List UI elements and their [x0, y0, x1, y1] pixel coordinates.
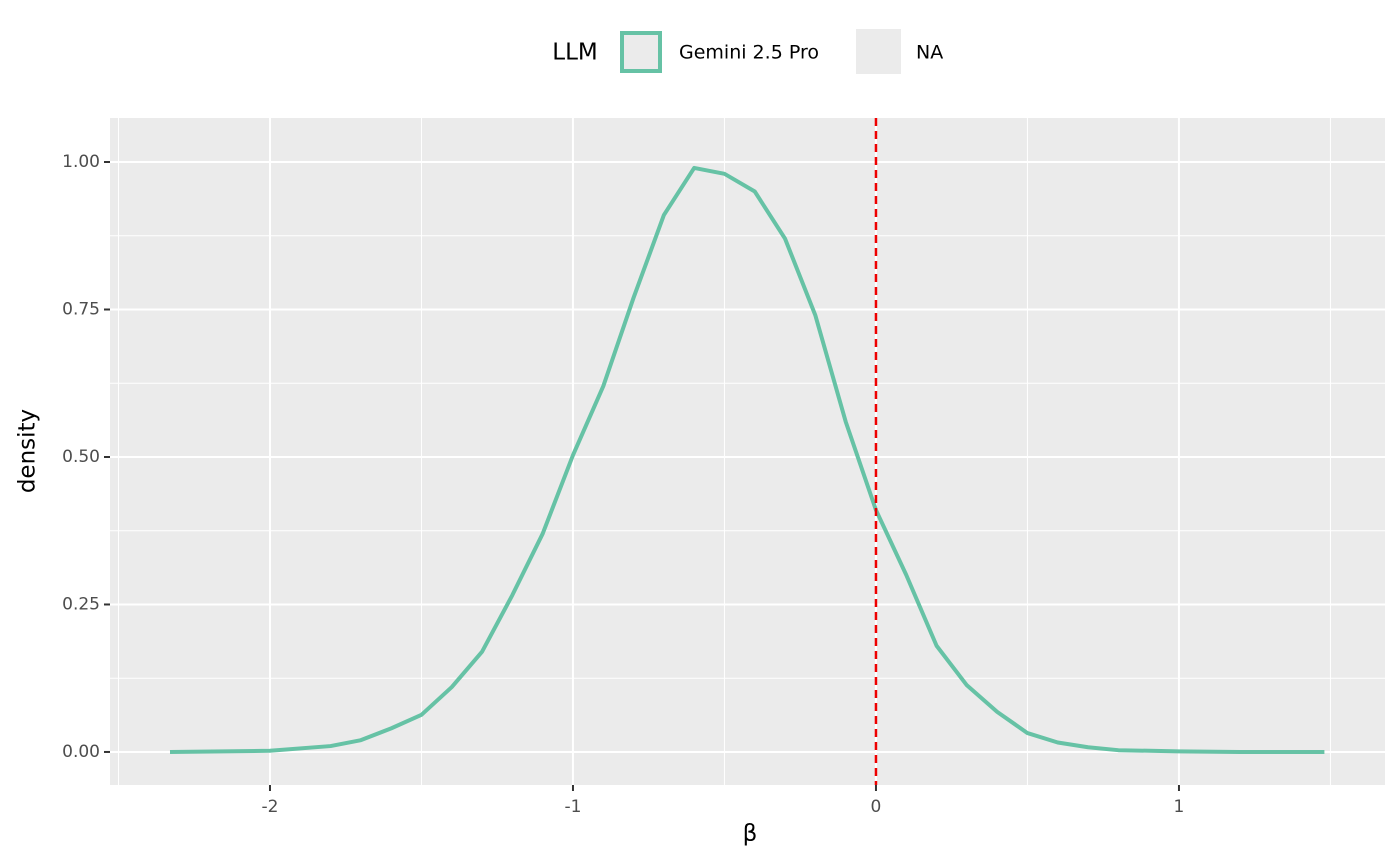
plot-panel — [110, 118, 1385, 785]
legend-label: NA — [916, 42, 943, 64]
y-tick-label: 0.75 — [62, 299, 100, 319]
legend-key — [620, 31, 662, 73]
x-axis-title: β — [743, 821, 758, 847]
y-tick-label: 1.00 — [62, 152, 100, 172]
x-tick-label: 0 — [871, 797, 882, 817]
legend-label: Gemini 2.5 Pro — [679, 42, 819, 64]
density-line — [169, 165, 1325, 754]
x-tick-label: -2 — [262, 797, 279, 817]
legend-key — [856, 29, 901, 74]
x-tick-label: 1 — [1174, 797, 1185, 817]
legend-title: LLM — [552, 40, 597, 66]
y-tick-label: 0.50 — [62, 447, 100, 467]
x-tick-label: -1 — [564, 797, 581, 817]
y-axis-title: density — [15, 409, 41, 493]
y-tick-label: 0.00 — [62, 742, 100, 762]
y-tick-label: 0.25 — [62, 594, 100, 614]
